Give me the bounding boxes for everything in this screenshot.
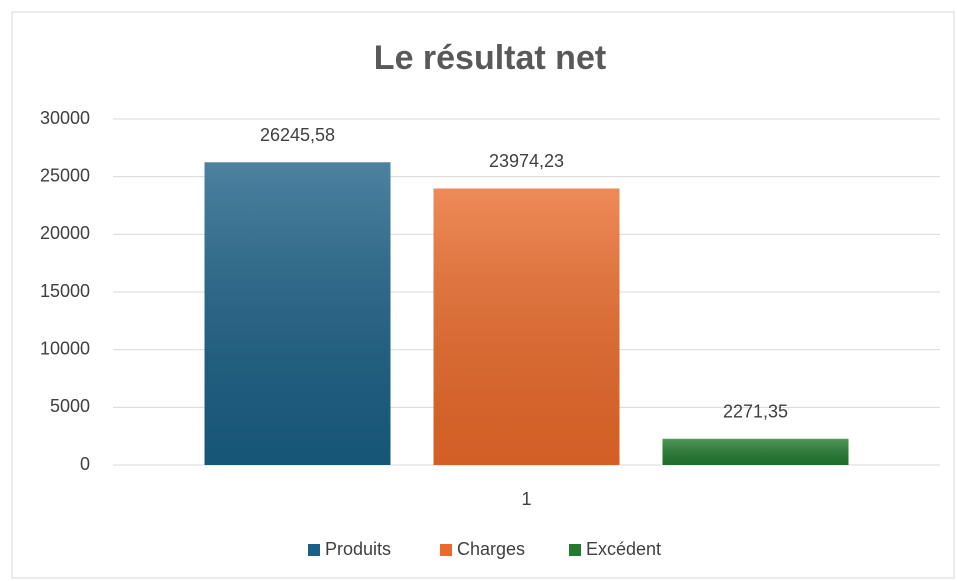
x-tick-label: 1 [521,489,531,509]
y-tick-label: 10000 [40,338,90,358]
y-tick-label: 15000 [40,281,90,301]
data-label: 26245,58 [260,125,335,145]
data-label: 23974,23 [489,151,564,171]
legend-label: Charges [457,539,525,559]
data-label: 2271,35 [723,402,788,422]
chart-title: Le résultat net [374,39,606,77]
y-tick-label: 5000 [50,396,90,416]
legend-swatch [440,544,452,556]
bar [433,188,620,466]
y-tick-label: 0 [80,454,90,474]
legend-swatch [308,544,320,556]
legend-label: Excédent [586,539,661,559]
legend-swatch [569,544,581,556]
legend-label: Produits [325,539,391,559]
y-tick-label: 30000 [40,108,90,128]
bar [662,438,849,465]
bar [204,162,391,466]
y-tick-label: 20000 [40,223,90,243]
y-tick-label: 25000 [40,165,90,185]
